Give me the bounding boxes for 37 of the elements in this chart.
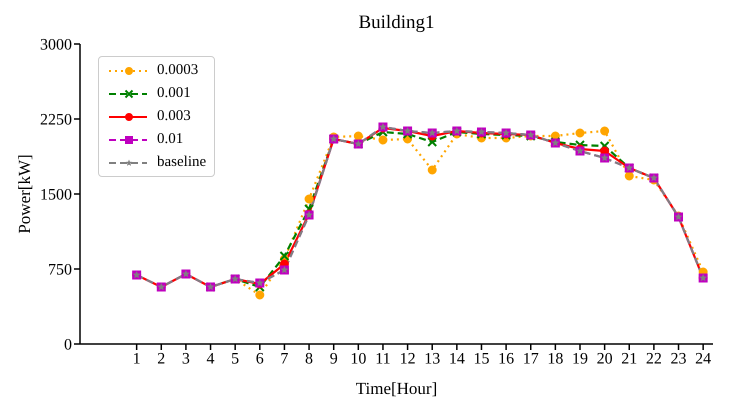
x-tick-label: 7 (280, 350, 288, 368)
x-tick-label: 3 (182, 350, 190, 368)
legend-label: 0.003 (157, 108, 191, 125)
x-tick-label: 9 (330, 350, 338, 368)
y-tick-label: 3000 (40, 36, 72, 54)
legend-label: baseline (157, 154, 206, 171)
legend-label: 0.001 (157, 85, 191, 102)
x-tick-label: 18 (547, 350, 564, 368)
x-tick-label: 23 (670, 350, 687, 368)
x-tick-label: 14 (448, 350, 465, 368)
x-tick-label: 5 (231, 350, 240, 368)
x-tick-label: 16 (498, 350, 514, 368)
x-tick-label: 4 (206, 350, 215, 368)
y-tick-label: 750 (48, 262, 72, 279)
x-tick-label: 12 (400, 350, 416, 368)
x-tick-label: 20 (596, 350, 613, 368)
x-tick-label: 1 (132, 350, 141, 368)
x-tick-label: 21 (621, 350, 638, 368)
x-tick-label: 15 (473, 350, 490, 368)
legend-label: 0.01 (157, 131, 184, 148)
x-tick-label: 8 (305, 350, 314, 368)
x-tick-label: 11 (375, 350, 391, 368)
x-tick-label: 13 (424, 350, 440, 368)
x-tick-label: 2 (157, 350, 166, 368)
y-tick-label: 1500 (40, 186, 72, 204)
y-tick-label: 2250 (40, 112, 72, 129)
chart-title: Building1 (357, 12, 436, 34)
x-axis-title: Time[Hour] (356, 379, 438, 398)
x-tick-label: 17 (522, 350, 539, 368)
x-tick-label: 10 (350, 350, 366, 368)
x-tick-label: 22 (646, 350, 662, 368)
x-tick-label: 6 (256, 350, 264, 368)
legend-label: 0.0003 (157, 62, 198, 79)
y-tick-label: 0 (64, 336, 72, 354)
x-tick-label: 24 (695, 350, 712, 368)
y-axis-title: Power[kW] (15, 154, 34, 234)
x-tick-label: 19 (572, 350, 588, 368)
